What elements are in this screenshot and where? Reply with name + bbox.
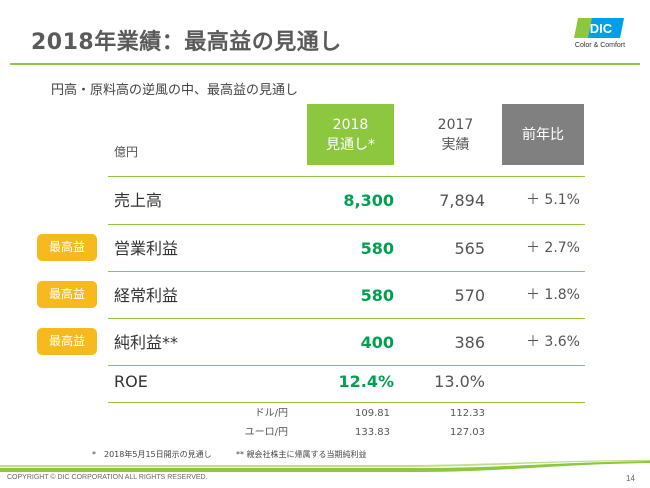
table-divider [108, 271, 585, 272]
row-label: 営業利益 [114, 239, 179, 258]
fx-actual-value: 112.33 [450, 408, 485, 419]
forecast-label: 見通し* [326, 136, 375, 153]
row-label: 経常利益 [114, 286, 179, 305]
fx-actual-value: 127.03 [450, 427, 485, 438]
copyright-text: COPYRIGHT © DIC CORPORATION ALL RIGHTS R… [7, 474, 208, 481]
column-header-2018-forecast: 2018 見通し* [307, 104, 394, 165]
table-row-roe: ROE 12.4% 13.0% [108, 360, 585, 402]
footnote-net-income: ** 親会社株主に帰属する当期純利益 [236, 450, 367, 459]
yoy-value: ＋ 2.7% [525, 240, 580, 256]
yoy-label: 前年比 [522, 126, 564, 143]
logo-tagline: Color & Comfort [574, 42, 626, 49]
actual-value: 386 [454, 333, 485, 352]
actual-value: 565 [454, 239, 485, 258]
forecast-value: 580 [360, 286, 394, 305]
row-label: 売上高 [114, 191, 163, 210]
table-divider [108, 318, 585, 319]
forecast-value: 580 [360, 239, 394, 258]
slide-subtitle: 円高・原料高の逆風の中、最高益の見通し [51, 83, 299, 98]
actual-value: 7,894 [439, 191, 485, 210]
page-number: 14 [626, 474, 635, 483]
fx-row-eur: ユーロ/円 133.83 127.03 [108, 424, 585, 442]
column-header-2017-actual: 2017 実績 [412, 104, 499, 165]
forecast-value: 8,300 [343, 191, 394, 210]
table-row-sales: 売上高 8,300 7,894 ＋ 5.1% [108, 177, 585, 224]
actual-value: 570 [454, 286, 485, 305]
svg-text:DIC: DIC [590, 21, 613, 36]
fx-label: ユーロ/円 [244, 427, 288, 438]
forecast-value: 400 [360, 333, 394, 352]
record-profit-badge: 最高益 [37, 281, 97, 308]
table-row-net-income: 純利益** 400 386 ＋ 3.6% [108, 319, 585, 366]
table-divider [108, 224, 585, 225]
footnote-forecast: * 2018年5月15日開示の見通し [92, 450, 212, 459]
record-profit-badge: 最高益 [37, 328, 97, 355]
forecast-value: 12.4% [338, 372, 394, 391]
fx-forecast-value: 109.81 [355, 408, 390, 419]
column-header-yoy: 前年比 [502, 104, 584, 165]
yoy-value: ＋ 5.1% [525, 192, 580, 208]
dic-logo: DIC Color & Comfort [568, 18, 632, 58]
row-label: 純利益** [114, 333, 179, 352]
footer-swoosh-icon [0, 460, 650, 472]
fx-label: ドル/円 [254, 408, 288, 419]
actual-year: 2017 [437, 116, 474, 133]
yoy-value: ＋ 1.8% [525, 287, 580, 303]
yoy-value: ＋ 3.6% [525, 334, 580, 350]
table-row-ordinary-income: 経常利益 580 570 ＋ 1.8% [108, 272, 585, 319]
dic-logo-mark-icon: DIC [574, 18, 624, 38]
actual-value: 13.0% [434, 372, 485, 391]
unit-label: 億円 [114, 145, 139, 159]
yoy-value [488, 360, 580, 404]
row-label: ROE [114, 372, 148, 391]
actual-label: 実績 [441, 136, 470, 153]
forecast-year: 2018 [332, 116, 369, 133]
table-row-operating-income: 営業利益 580 565 ＋ 2.7% [108, 225, 585, 272]
table-divider [108, 402, 585, 403]
slide-title: 2018年業績：最高益の見通し [31, 30, 342, 55]
title-divider [10, 63, 640, 65]
table-divider [108, 365, 585, 366]
fx-row-usd: ドル/円 109.81 112.33 [108, 405, 585, 423]
record-profit-badge: 最高益 [37, 234, 97, 261]
fx-forecast-value: 133.83 [355, 427, 390, 438]
table-divider [108, 176, 585, 177]
